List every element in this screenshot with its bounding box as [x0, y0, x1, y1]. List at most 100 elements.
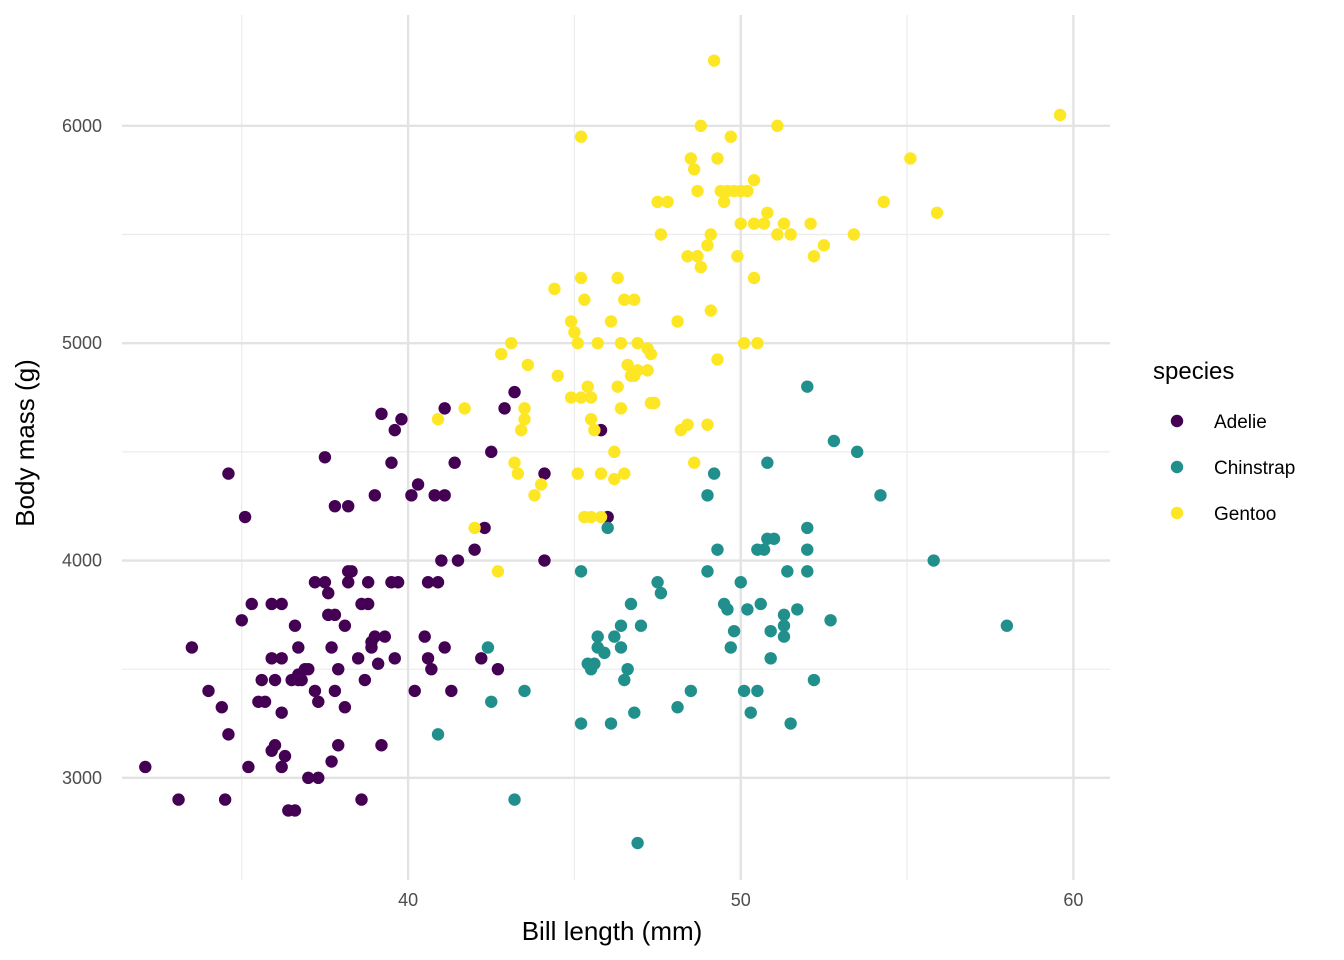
point-adelie	[312, 771, 325, 785]
point-gentoo	[671, 315, 684, 328]
point-gentoo	[717, 195, 731, 209]
point-gentoo	[581, 380, 594, 393]
point-adelie	[312, 695, 325, 708]
point-adelie	[222, 467, 235, 480]
y-tick-label: 6000	[62, 116, 102, 136]
y-tick-label: 3000	[62, 768, 102, 788]
point-chinstrap	[485, 695, 498, 708]
point-chinstrap	[481, 641, 495, 654]
point-adelie	[468, 543, 481, 556]
point-gentoo	[784, 228, 797, 241]
point-gentoo	[681, 418, 694, 431]
point-gentoo	[687, 456, 701, 469]
x-axis-ticks: 40 50 60	[398, 890, 1083, 910]
point-gentoo	[877, 195, 890, 209]
point-chinstrap	[631, 836, 644, 850]
point-chinstrap	[701, 565, 714, 578]
point-adelie	[475, 652, 488, 665]
point-chinstrap	[724, 641, 737, 654]
point-gentoo	[741, 184, 754, 198]
point-gentoo	[564, 391, 578, 404]
point-gentoo	[1053, 108, 1067, 122]
point-gentoo	[458, 402, 471, 415]
point-adelie	[222, 728, 235, 741]
point-adelie	[268, 739, 282, 752]
point-adelie	[355, 793, 368, 806]
point-adelie	[418, 630, 431, 643]
point-adelie	[292, 641, 305, 654]
point-adelie	[405, 489, 418, 502]
point-chinstrap	[634, 619, 648, 632]
point-gentoo	[711, 353, 724, 366]
point-chinstrap	[618, 673, 631, 687]
point-gentoo	[431, 413, 445, 426]
point-adelie	[451, 554, 465, 567]
point-chinstrap	[614, 641, 628, 654]
legend-title: species	[1153, 358, 1234, 385]
point-adelie	[318, 451, 332, 464]
point-gentoo	[505, 336, 518, 350]
point-gentoo	[591, 336, 604, 350]
point-chinstrap	[807, 673, 821, 687]
point-gentoo	[757, 217, 771, 230]
point-gentoo	[528, 489, 541, 502]
point-gentoo	[644, 347, 658, 361]
point-gentoo	[608, 472, 621, 486]
point-chinstrap	[737, 684, 751, 698]
point-adelie	[338, 619, 352, 632]
point-chinstrap	[614, 619, 628, 632]
point-gentoo	[468, 521, 481, 535]
point-gentoo	[704, 228, 718, 241]
point-adelie	[255, 673, 268, 687]
point-gentoo	[701, 418, 714, 431]
point-chinstrap	[767, 532, 781, 545]
point-chinstrap	[721, 603, 734, 616]
point-gentoo	[737, 336, 751, 350]
point-chinstrap	[764, 652, 777, 665]
point-gentoo	[584, 510, 598, 524]
legend-label-gentoo: Gentoo	[1214, 504, 1276, 525]
point-gentoo	[817, 239, 831, 252]
point-gentoo	[514, 423, 528, 437]
point-gentoo	[847, 228, 861, 241]
point-chinstrap	[608, 630, 621, 643]
point-gentoo	[608, 445, 621, 459]
point-adelie	[265, 597, 278, 611]
point-adelie	[385, 456, 398, 469]
point-adelie	[275, 597, 288, 611]
data-points	[139, 54, 1067, 850]
point-adelie	[258, 695, 272, 708]
point-adelie	[358, 673, 372, 687]
point-adelie	[308, 576, 322, 589]
point-adelie	[328, 608, 342, 622]
point-chinstrap	[777, 608, 791, 622]
point-chinstrap	[751, 684, 764, 698]
point-chinstrap	[588, 657, 601, 670]
point-adelie	[325, 755, 338, 768]
point-gentoo	[518, 413, 531, 426]
point-chinstrap	[791, 603, 804, 616]
point-adelie	[332, 662, 345, 676]
point-adelie	[538, 554, 551, 567]
point-gentoo	[684, 152, 698, 165]
point-adelie	[345, 565, 358, 578]
point-adelie	[139, 760, 152, 774]
point-adelie	[275, 760, 288, 774]
point-chinstrap	[598, 646, 611, 660]
point-adelie	[421, 652, 435, 665]
point-gentoo	[711, 152, 724, 165]
point-gentoo	[578, 293, 591, 306]
point-gentoo	[691, 184, 704, 198]
point-gentoo	[694, 260, 708, 274]
point-gentoo	[491, 565, 505, 578]
point-adelie	[508, 385, 521, 399]
point-adelie	[431, 576, 445, 589]
point-adelie	[185, 641, 199, 654]
point-gentoo	[724, 130, 737, 143]
point-gentoo	[807, 250, 821, 263]
point-gentoo	[930, 206, 944, 219]
point-gentoo	[734, 217, 747, 230]
point-chinstrap	[801, 521, 814, 535]
point-adelie	[538, 467, 551, 480]
point-gentoo	[511, 467, 525, 480]
